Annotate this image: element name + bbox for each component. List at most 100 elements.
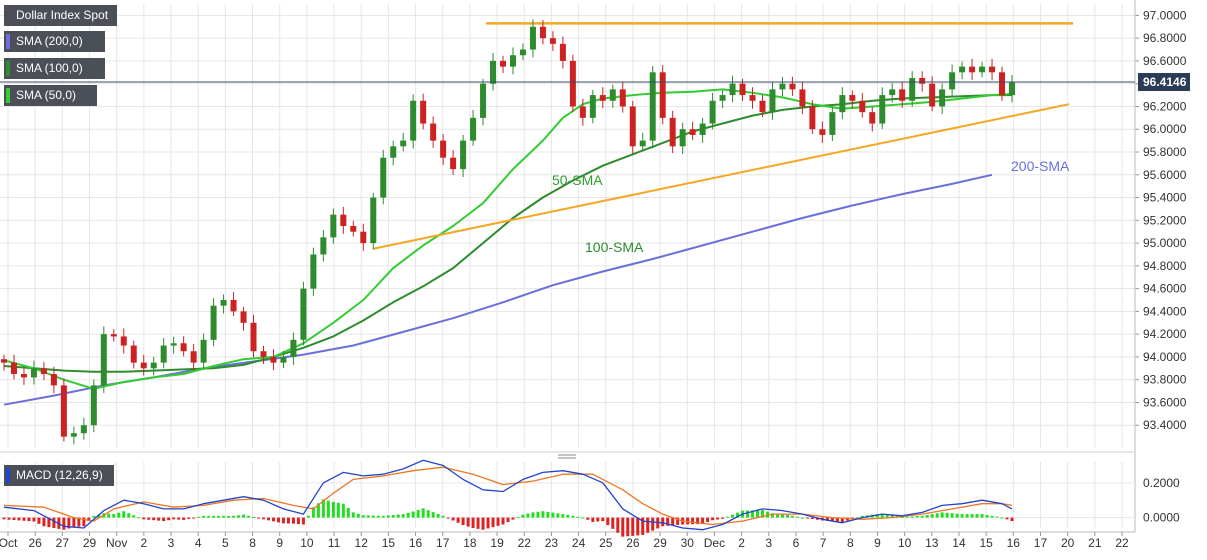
legend-sma100[interactable]: SMA (100,0) [4, 58, 105, 79]
macd-histogram-bar [336, 502, 340, 518]
macd-histogram-bar [661, 517, 665, 527]
macd-histogram-bar [880, 513, 884, 518]
y-tick-label: 93.8000 [1143, 373, 1187, 387]
macd-histogram-bar [511, 517, 515, 520]
candle-body [709, 100, 716, 124]
macd-histogram-bar [925, 514, 929, 518]
y-tick-label: 94.8000 [1143, 259, 1187, 273]
candle-body [939, 89, 946, 107]
macd-histogram-bar [875, 514, 879, 518]
candle-body [470, 117, 477, 141]
candle-body [819, 129, 826, 135]
candle-body [719, 95, 726, 101]
macd-histogram-bar [346, 508, 350, 518]
candle-body [649, 72, 656, 141]
macd-histogram-bar [900, 517, 904, 518]
x-tick-label: 7 [820, 536, 827, 550]
macd-histogram-bar [790, 515, 794, 518]
macd-histogram-bar [107, 513, 111, 518]
macd-histogram-bar [970, 514, 974, 518]
macd-histogram-bar [930, 514, 934, 518]
candle-body [999, 72, 1006, 96]
candle-body [699, 123, 706, 135]
x-tick-label: 26 [28, 536, 42, 550]
macd-histogram-bar [456, 517, 460, 523]
macd-histogram-bar [37, 517, 41, 524]
macd-histogram-bar [12, 517, 16, 521]
macd-y-tick-label: 0.0000 [1143, 511, 1180, 525]
macd-histogram-bar [261, 517, 265, 520]
candle-body [829, 112, 836, 135]
annotation-50-sma: 50-SMA [552, 172, 603, 188]
macd-histogram-bar [291, 517, 295, 524]
macd-histogram-bar [17, 517, 21, 521]
macd-histogram-bar [716, 517, 720, 520]
candle-body [150, 362, 157, 369]
macd-histogram-bar [411, 511, 415, 518]
macd-histogram-bar [167, 517, 171, 521]
candle-body [559, 43, 566, 61]
legend-sma200[interactable]: SMA (200,0) [4, 31, 105, 52]
macd-histogram-bar [281, 517, 285, 524]
macd-histogram-bar [192, 517, 196, 519]
candle-body [290, 339, 297, 357]
macd-histogram-bar [731, 514, 735, 518]
macd-histogram-bar [581, 517, 585, 519]
macd-histogram-bar [686, 517, 690, 525]
candle-body [20, 374, 27, 378]
macd-histogram-bar [371, 515, 375, 518]
x-tick-label: 14 [952, 536, 966, 550]
y-tick-label: 96.2000 [1143, 99, 1187, 113]
macd-histogram-bar [800, 517, 804, 519]
x-tick-label: 15 [979, 536, 993, 550]
x-tick-label: 29 [83, 536, 97, 550]
macd-histogram-bar [471, 517, 475, 528]
sma200-line [3, 173, 993, 406]
candle-body [420, 100, 427, 124]
x-tick-label: 8 [847, 536, 854, 550]
candle-body [879, 95, 886, 124]
x-tick-label: 16 [409, 536, 423, 550]
candle-body [859, 100, 866, 113]
sma100-label: SMA (100,0) [16, 61, 83, 75]
y-tick-label: 95.8000 [1143, 145, 1187, 159]
macd-histogram-bar [805, 517, 809, 519]
macd-histogram-bar [736, 512, 740, 518]
macd-histogram-bar [646, 517, 650, 533]
macd-histogram-bar [1005, 517, 1009, 520]
annotation-200-sma: 200-SMA [1011, 158, 1070, 174]
macd-histogram-bar [780, 514, 784, 518]
macd-histogram-bar [247, 515, 251, 518]
candle-body [919, 78, 926, 84]
macd-histogram-bar [311, 507, 315, 518]
candle-body [769, 89, 776, 113]
macd-main-line [3, 459, 1013, 531]
macd-histogram-bar [546, 511, 550, 518]
legend-sma50[interactable]: SMA (50,0) [4, 85, 97, 106]
sma50-label: SMA (50,0) [16, 88, 77, 102]
x-tick-label: 5 [222, 536, 229, 550]
macd-histogram-bar [571, 515, 575, 518]
candle-body [799, 89, 806, 107]
x-tick-label: 30 [681, 536, 695, 550]
macd-histogram-bar [756, 510, 760, 518]
macd-histogram-bar [237, 515, 241, 518]
candle-body [400, 140, 407, 147]
macd-histogram-bar [950, 513, 954, 518]
candle-body [500, 60, 507, 67]
macd-histogram-bar [177, 517, 181, 520]
candle-body [40, 368, 47, 374]
candle-body [370, 197, 377, 244]
candle-body [80, 425, 87, 434]
candle-body [160, 345, 167, 363]
candle-body [480, 83, 487, 118]
legend-macd[interactable]: MACD (12,26,9) [4, 465, 114, 486]
macd-histogram-bar [985, 514, 989, 518]
candle-body [390, 146, 397, 158]
candle-body [619, 89, 626, 107]
macd-histogram-bar [97, 514, 101, 518]
candle-body [380, 157, 387, 198]
y-tick-label: 93.4000 [1143, 418, 1187, 432]
candle-body [989, 66, 996, 73]
x-tick-label: 25 [599, 536, 613, 550]
